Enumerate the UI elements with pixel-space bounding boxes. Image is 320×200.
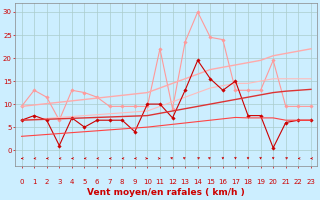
X-axis label: Vent moyen/en rafales ( km/h ): Vent moyen/en rafales ( km/h ) <box>87 188 245 197</box>
